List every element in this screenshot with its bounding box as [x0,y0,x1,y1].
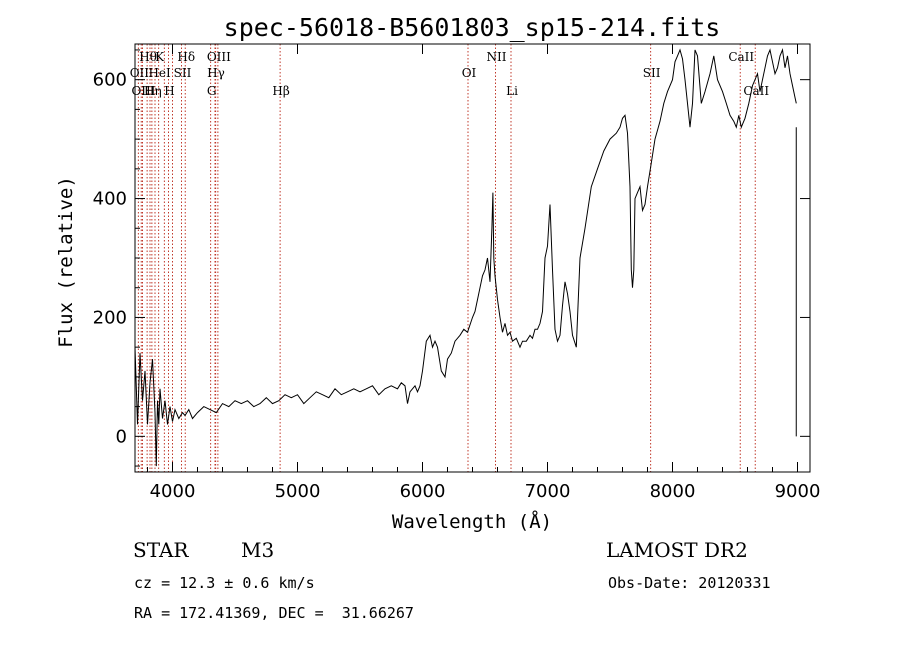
spectral-line-label: CaII [728,50,754,64]
spectral-line-label: OIII [131,84,155,98]
survey-name: LAMOST DR2 [606,538,748,562]
spectral-line-label: OI [462,66,477,80]
y-tick-label: 400 [93,189,127,210]
spectral-line-label: Hδ [177,50,195,64]
y-tick-label: 600 [93,70,127,91]
spectral-line-label: SII [174,66,192,80]
x-tick-label: 4000 [150,481,196,502]
spectral-line-label: Hη [144,84,162,98]
x-tick-label: 5000 [275,481,321,502]
spectral-line-label: Hβ [272,84,289,98]
spectral-line-label: OIII [207,50,231,64]
coordinates-text: RA = 172.41369, DEC = 31.66267 [134,604,414,622]
plot-frame: 4000 5000 6000 7000 8000 9000 0 200 400 600 [93,43,821,502]
spectral-line-label: Hγ [207,66,225,80]
spectral-line-label: Li [506,84,518,98]
object-class: STAR [133,538,189,562]
spectral-line-label: NII [487,50,507,64]
y-tick-label: 200 [93,307,127,328]
x-tick-label: 9000 [775,481,821,502]
obs-date-text: Obs-Date: 20120331 [608,574,771,592]
spectral-line-label: H [164,84,174,98]
x-tick-label: 7000 [525,481,571,502]
y-axis-label: Flux (relative) [55,176,77,348]
spectral-line-label: G [207,84,217,98]
spectral-line-label: SII [643,66,661,80]
spectrum-line [134,48,797,467]
x-tick-label: 6000 [400,481,446,502]
redshift-text: cz = 12.3 ± 0.6 km/s [134,574,315,592]
spectral-line-label: OII [130,66,150,80]
plot-border [134,43,811,473]
object-subclass: M3 [241,538,275,562]
x-tick-label: 8000 [650,481,696,502]
y-tick-label: 0 [116,426,127,447]
spectral-line-label: K [155,50,165,64]
spectral-line-label: Hθ [139,50,157,64]
x-axis-label: Wavelength (Å) [392,510,552,533]
spectral-line-label: CaII [743,84,769,98]
spectral-line-label: HeI [148,66,171,80]
spectral-line-markers [137,44,756,472]
chart-title: spec-56018-B5601803_sp15-214.fits [224,13,721,42]
